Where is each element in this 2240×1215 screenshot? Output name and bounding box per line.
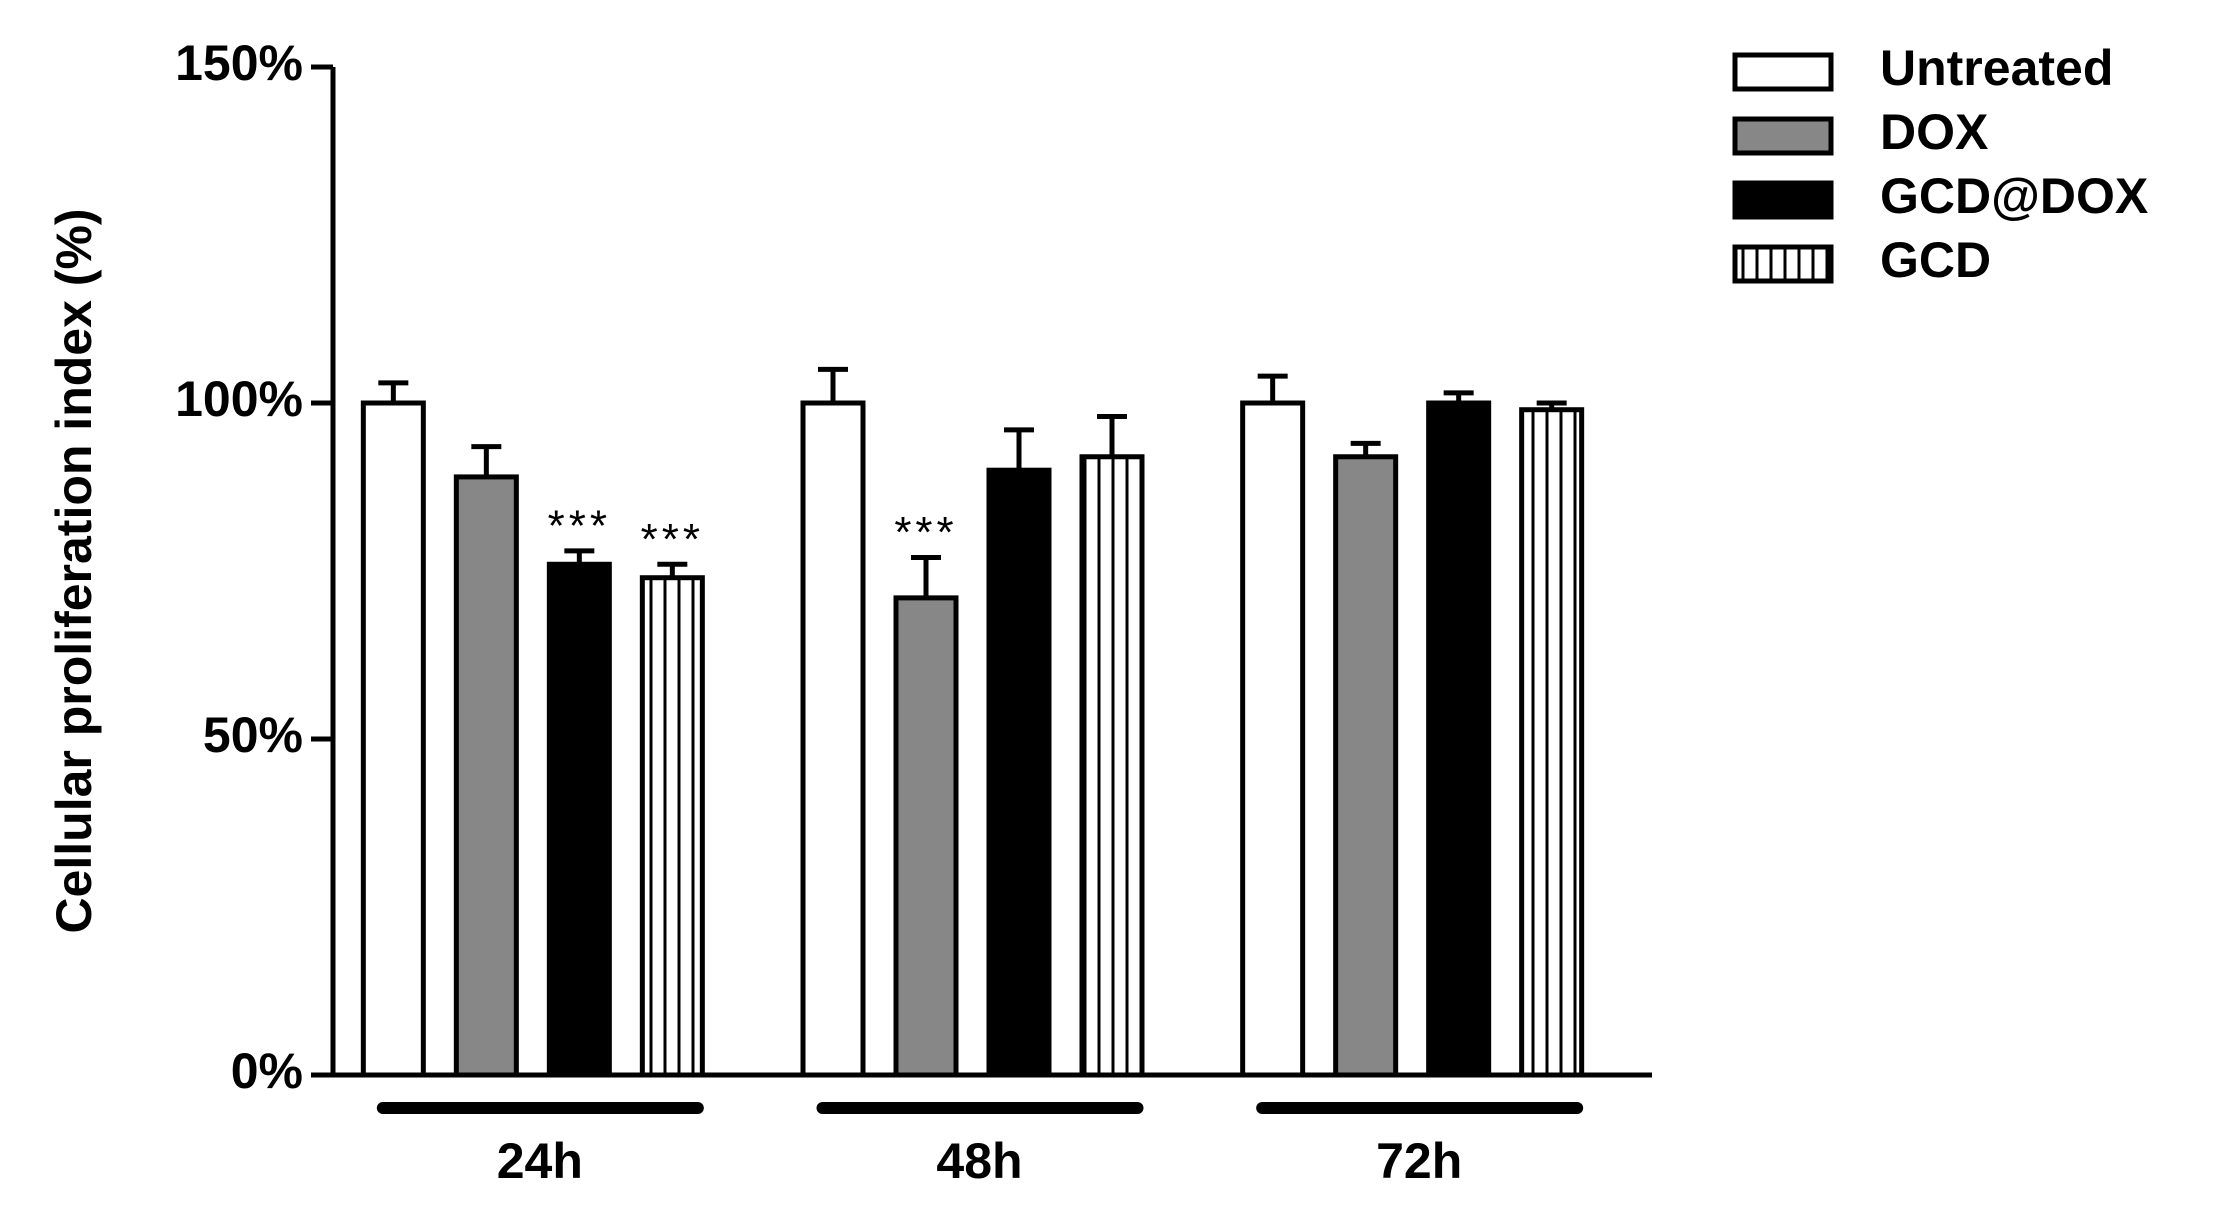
bar xyxy=(893,595,959,1078)
bar xyxy=(453,474,519,1078)
bar xyxy=(1426,400,1492,1078)
legend-swatch xyxy=(1732,116,1834,156)
bar xyxy=(986,467,1052,1078)
legend-label: Untreated xyxy=(1880,40,2113,96)
significance-label: *** xyxy=(641,515,704,564)
legend-label: DOX xyxy=(1880,104,1988,160)
x-tick-label: 72h xyxy=(1376,1133,1462,1189)
y-axis-title: Cellular proliferation index (%) xyxy=(46,208,102,933)
legend-swatch xyxy=(1732,180,1834,220)
legend-label: GCD@DOX xyxy=(1880,168,2148,224)
bar xyxy=(639,575,705,1078)
y-tick-label: 150% xyxy=(175,35,303,91)
legend-swatch xyxy=(1732,52,1834,92)
y-tick-label: 100% xyxy=(175,371,303,427)
significance-label: *** xyxy=(894,508,957,557)
bar xyxy=(1333,454,1399,1078)
bar xyxy=(800,400,866,1078)
legend-swatch xyxy=(1732,244,1834,284)
x-tick-label: 48h xyxy=(936,1133,1022,1189)
bar xyxy=(360,400,426,1078)
y-tick-label: 50% xyxy=(203,707,303,763)
significance-label: *** xyxy=(548,501,611,550)
legend-label: GCD xyxy=(1880,232,1991,288)
bar xyxy=(546,561,612,1078)
y-tick-label: 0% xyxy=(231,1043,303,1099)
bar xyxy=(1240,400,1306,1078)
bar xyxy=(1079,454,1145,1078)
x-tick-label: 24h xyxy=(497,1133,583,1189)
bar xyxy=(1519,407,1585,1078)
